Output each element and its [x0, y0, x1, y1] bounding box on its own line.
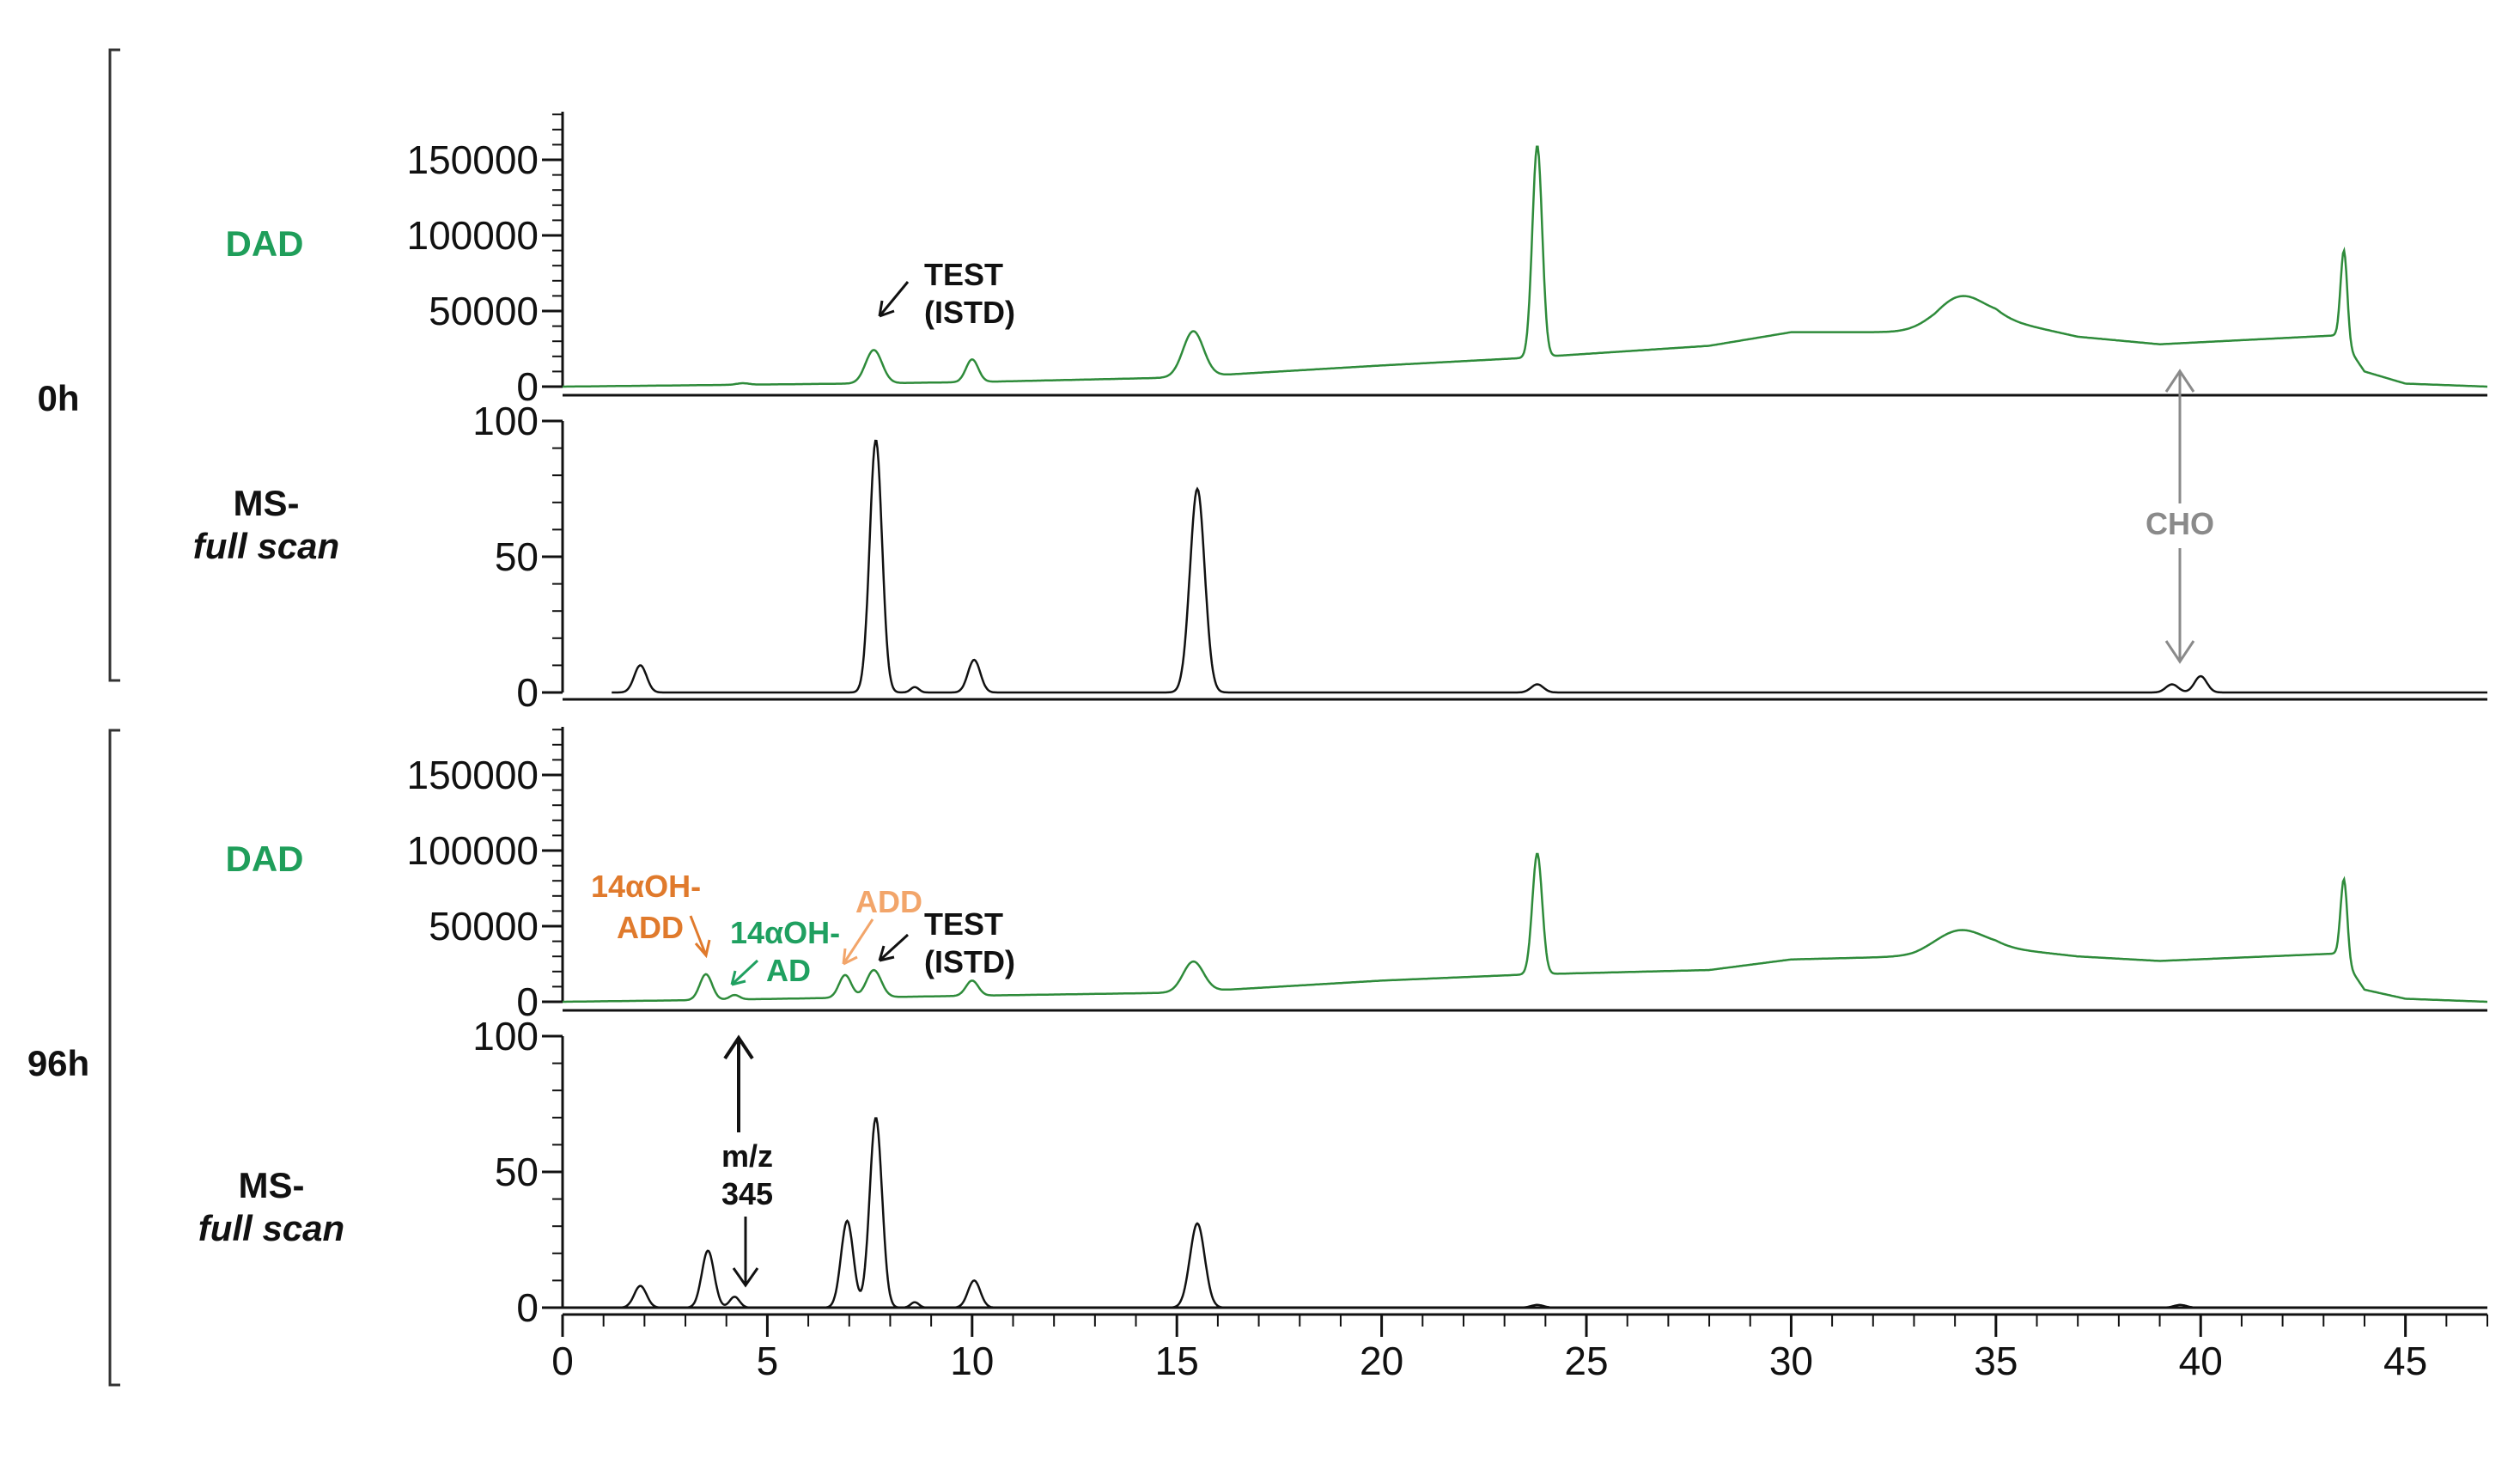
- oh14-ad-label-line2: AD: [766, 953, 811, 988]
- trace-ms_0h: [612, 439, 2487, 694]
- bracket-96h: [108, 729, 120, 1387]
- ms-label-96h-line1: MS-: [239, 1165, 305, 1205]
- x-tick-label: 45: [2383, 1339, 2427, 1383]
- x-tick-label: 25: [1564, 1339, 1608, 1383]
- add-label: ADD: [855, 884, 922, 919]
- y-tick-label-dad_96h: 100000: [407, 828, 539, 873]
- test-istd-annotation-0h: TEST (ISTD): [878, 257, 1015, 330]
- dad-label-0h: DAD: [226, 223, 304, 264]
- group-label-0h: 0h: [37, 378, 79, 418]
- mz-annotation: m/z 345: [721, 1034, 773, 1288]
- ms-label-0h-line2: full scan: [193, 526, 339, 566]
- y-tick-label-dad_96h: 150000: [407, 753, 539, 797]
- x-tick-label: 20: [1360, 1339, 1403, 1383]
- x-tick-label: 0: [551, 1339, 574, 1383]
- oh14-add-label-line1: 14αOH-: [591, 869, 701, 904]
- plot-layer: 0500001000001500000501000500001000001500…: [407, 112, 2488, 1383]
- y-tick-label-dad_96h: 0: [516, 979, 539, 1024]
- trace-ms_96h: [612, 1117, 2487, 1309]
- y-tick-label-dad_0h: 50000: [429, 289, 539, 333]
- y-tick-label-dad_0h: 150000: [407, 137, 539, 182]
- istd-label-96h: (ISTD): [924, 944, 1015, 979]
- ms-label-96h-line2: full scan: [198, 1208, 344, 1248]
- y-tick-label-dad_0h: 0: [516, 364, 539, 409]
- y-tick-label-ms_0h: 100: [472, 399, 539, 443]
- x-tick-label: 15: [1155, 1339, 1199, 1383]
- y-tick-label-dad_96h: 50000: [429, 904, 539, 949]
- y-tick-label-dad_0h: 100000: [407, 213, 539, 258]
- y-tick-label-ms_0h: 0: [516, 670, 539, 715]
- mz-label-line2: 345: [721, 1176, 773, 1211]
- test-label-0h: TEST: [924, 257, 1003, 292]
- ms-label-0h-line1: MS-: [234, 483, 300, 523]
- cho-label: CHO: [2146, 506, 2214, 541]
- oh14-ad-label-line1: 14αOH-: [730, 915, 840, 950]
- mz-label-line1: m/z: [721, 1138, 773, 1174]
- cho-annotation: CHO: [2146, 369, 2214, 664]
- y-tick-label-ms_96h: 100: [472, 1014, 539, 1058]
- x-tick-label: 5: [757, 1339, 779, 1383]
- group-label-96h: 96h: [27, 1043, 89, 1083]
- dad-label-96h: DAD: [226, 839, 304, 879]
- x-tick-label: 35: [1974, 1339, 2018, 1383]
- trace-dad_0h: [563, 145, 2487, 388]
- oh14-ad-annotation: 14αOH- AD: [730, 915, 840, 988]
- bracket-0h: [108, 48, 120, 682]
- add-annotation: ADD: [842, 884, 922, 966]
- x-tick-label: 10: [950, 1339, 994, 1383]
- x-tick-label: 40: [2179, 1339, 2223, 1383]
- istd-label-0h: (ISTD): [924, 295, 1015, 330]
- oh14-add-label-line2: ADD: [617, 910, 684, 945]
- trace-dad_96h: [563, 852, 2487, 1003]
- x-tick-label: 30: [1769, 1339, 1813, 1383]
- test-istd-annotation-96h: TEST (ISTD): [878, 906, 1015, 979]
- oh14-add-annotation: 14αOH- ADD: [591, 869, 711, 959]
- y-tick-label-ms_0h: 50: [495, 534, 539, 579]
- y-tick-label-ms_96h: 50: [495, 1150, 539, 1194]
- test-label-96h: TEST: [924, 906, 1003, 942]
- y-tick-label-ms_96h: 0: [516, 1285, 539, 1330]
